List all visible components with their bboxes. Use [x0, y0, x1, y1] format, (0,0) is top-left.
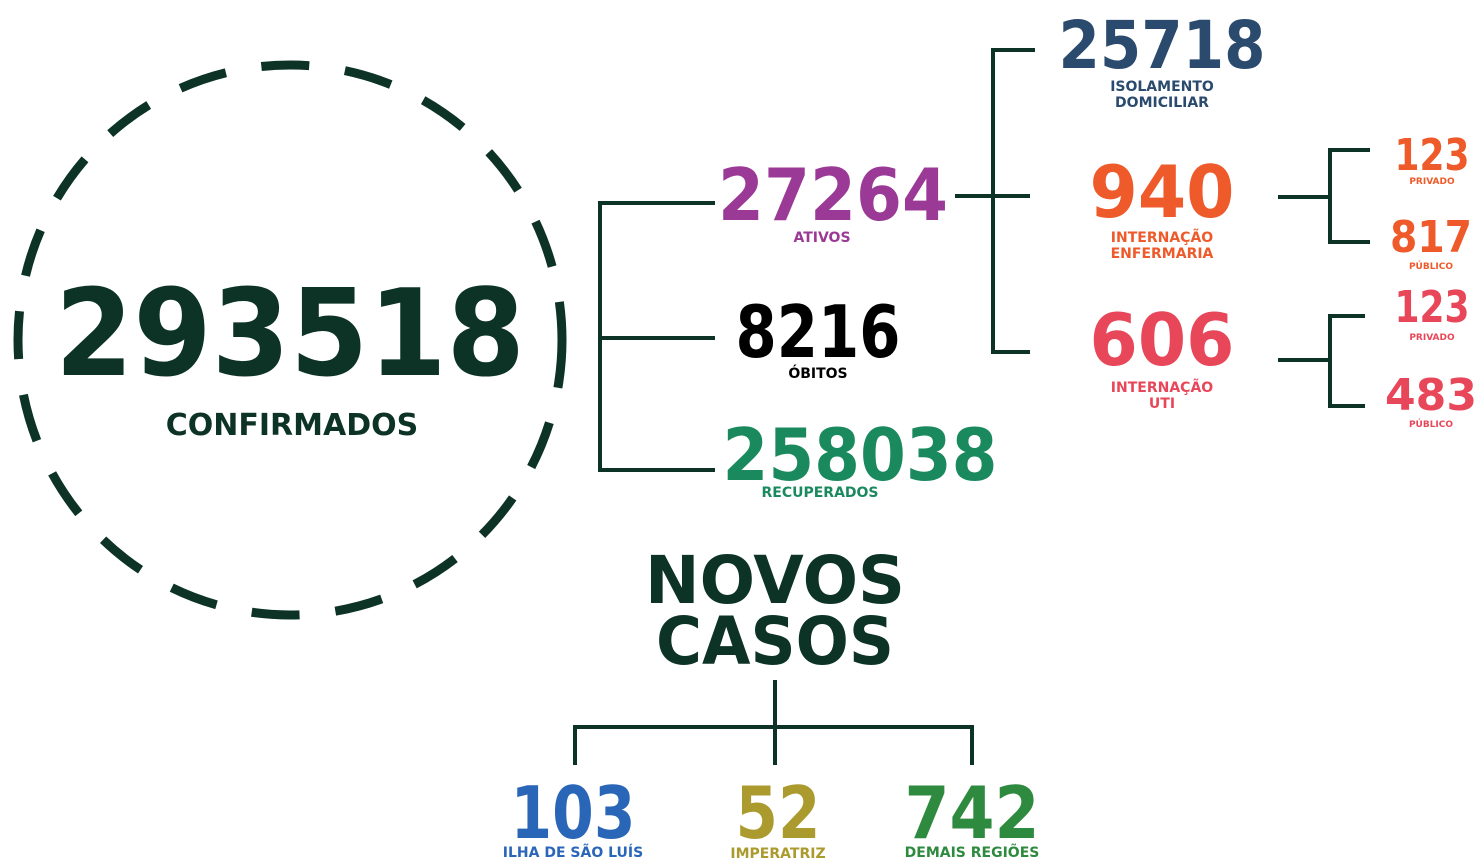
deaths-label: ÓBITOS	[788, 364, 847, 382]
recovered-number: 258038	[723, 413, 998, 497]
region-number: 52	[736, 771, 821, 855]
icu-private-label: PRIVADO	[1409, 333, 1455, 343]
isolation-label: DOMICILIAR	[1115, 95, 1209, 111]
connectors	[573, 48, 1370, 765]
dashed-circle	[13, 60, 567, 620]
icu-public-label: PÚBLICO	[1409, 418, 1453, 430]
region-number: 103	[511, 771, 636, 855]
isolation-label: ISOLAMENTO	[1110, 79, 1214, 95]
region-label: DEMAIS REGIÕES	[905, 843, 1040, 861]
icu-private-number: 123	[1395, 282, 1470, 333]
icu-public-number: 483	[1385, 370, 1477, 421]
icu-number: 606	[1090, 298, 1235, 382]
ward-private-number: 123	[1395, 130, 1470, 181]
ward-number: 940	[1090, 150, 1235, 234]
ward-private-label: PRIVADO	[1409, 177, 1455, 187]
confirmed-number: 293518	[55, 265, 525, 404]
icu-label: INTERNAÇÃO	[1111, 379, 1213, 396]
recovered-label: RECUPERADOS	[761, 485, 878, 501]
deaths-number: 8216	[736, 290, 901, 374]
ward-label: INTERNAÇÃO	[1111, 229, 1213, 246]
region-label: IMPERATRIZ	[730, 846, 825, 861]
ward-label: ENFERMARIA	[1111, 246, 1214, 262]
active-label: ATIVOS	[793, 230, 850, 246]
isolation-number: 25718	[1059, 7, 1266, 84]
ward-public-label: PÚBLICO	[1409, 260, 1453, 272]
new-cases-title: NOVOS	[645, 542, 905, 619]
icu-label: UTI	[1149, 396, 1175, 412]
region-number: 742	[905, 771, 1040, 855]
new-cases-title: CASOS	[656, 603, 894, 680]
confirmed-label: CONFIRMADOS	[166, 408, 418, 443]
active-number: 27264	[718, 153, 948, 237]
ward-public-number: 817	[1390, 212, 1472, 263]
region-label: ILHA DE SÃO LUÍS	[503, 844, 643, 861]
